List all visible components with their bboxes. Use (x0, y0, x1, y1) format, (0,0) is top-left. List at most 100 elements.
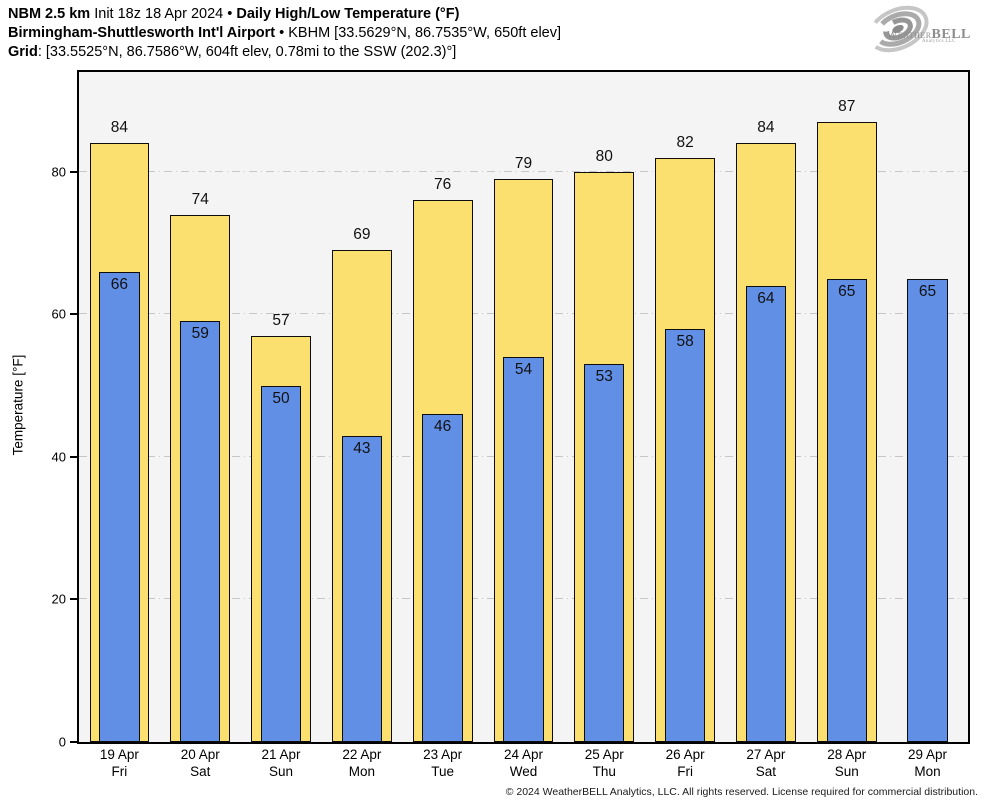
bar-group-23-apr: 76 46 (402, 72, 483, 742)
plot-area: 84 66 74 59 57 50 69 43 76 46 79 54 80 53 82 58 84 64 87 65… (52, 70, 970, 750)
logo-bell-text: BELL (931, 27, 971, 42)
x-label-day: Sun (269, 764, 294, 779)
low-value-label: 43 (353, 439, 371, 457)
high-value-label: 69 (353, 226, 371, 244)
high-value-label: 57 (272, 311, 290, 329)
low-value-label: 65 (838, 282, 856, 300)
low-value-label: 66 (110, 275, 129, 293)
x-label-26-apr: 26 Apr Fri (645, 746, 726, 780)
bar-group-26-apr: 82 58 (645, 72, 726, 742)
bar-group-25-apr: 80 53 (564, 72, 645, 742)
weatherbell-wordmark: WeatherBELL (887, 25, 971, 43)
low-value-label: 50 (272, 389, 290, 407)
x-label-day: Tue (431, 764, 455, 779)
x-label-28-apr: 28 Apr Sun (806, 746, 887, 780)
high-value-label: 82 (676, 133, 694, 151)
y-tick-label-20: 20 (51, 591, 66, 607)
x-label-25-apr: 25 Apr Thu (564, 746, 645, 780)
header-line-3: Grid: [33.5525°N, 86.7586°W, 604ft elev,… (8, 43, 561, 62)
low-bar: 46 (422, 414, 463, 742)
x-label-day: Thu (592, 764, 616, 779)
x-label-date: 21 Apr (261, 747, 301, 762)
x-label-29-apr: 29 Apr Mon (887, 746, 968, 780)
station-name: Birmingham-Shuttlesworth Int'l Airport (8, 25, 276, 41)
station-coords: • KBHM [33.5629°N, 86.7535°W, 650ft elev… (275, 25, 562, 41)
bar-group-28-apr: 87 65 (806, 72, 887, 742)
logo-weather-text: Weather (887, 29, 932, 41)
x-label-22-apr: 22 Apr Mon (321, 746, 402, 780)
high-value-label: 80 (595, 147, 613, 165)
logo-subtext: Analytics LLC (922, 39, 956, 44)
low-bar: 59 (180, 321, 221, 742)
low-bar: 65 (826, 278, 867, 742)
x-label-23-apr: 23 Apr Tue (402, 746, 483, 780)
bar-group-29-apr: 65 (887, 72, 968, 742)
y-tick-mark-80 (70, 170, 77, 173)
x-label-date: 19 Apr (99, 747, 139, 762)
y-tick-label-0: 0 (58, 734, 66, 750)
weatherbell-swirl-icon (867, 5, 929, 53)
high-value-label: 84 (110, 119, 129, 137)
chart-title: Daily High/Low Temperature (°F) (236, 6, 460, 22)
grid-coords: : [33.5525°N, 86.7586°W, 604ft elev, 0.7… (37, 44, 457, 60)
x-label-day: Mon (348, 764, 375, 779)
high-value-label: 87 (838, 97, 856, 115)
y-tick-mark-40 (70, 455, 77, 458)
bar-group-19-apr: 84 66 (79, 72, 160, 742)
x-label-21-apr: 21 Apr Sun (241, 746, 322, 780)
low-value-label: 54 (514, 361, 533, 379)
low-bar: 66 (99, 271, 140, 742)
x-label-day: Fri (677, 764, 693, 779)
low-bar: 58 (664, 328, 706, 742)
init-time: Init 18z 18 Apr 2024 • (90, 6, 237, 22)
chart-header: NBM 2.5 km Init 18z 18 Apr 2024 • Daily … (8, 5, 561, 62)
high-value-label: 79 (514, 154, 533, 172)
x-label-day: Sun (834, 764, 859, 779)
x-label-19-apr: 19 Apr Fri (79, 746, 160, 780)
x-label-date: 23 Apr (423, 747, 463, 762)
x-label-27-apr: 27 Apr Sat (726, 746, 807, 780)
weatherbell-logo: WeatherBELL Analytics LLC (864, 2, 978, 60)
low-bar: 50 (260, 385, 302, 742)
y-tick-label-40: 40 (51, 449, 66, 465)
low-value-label: 64 (757, 289, 775, 307)
high-value-label: 84 (757, 119, 775, 137)
bar-groups: 84 66 74 59 57 50 69 43 76 46 79 54 80 53 82 58 84 64 87 65… (79, 72, 968, 742)
y-tick-mark-60 (70, 313, 77, 316)
x-axis-labels: 19 Apr Fri 20 Apr Sat 21 Apr Sun 22 Apr Mon 23 A… (79, 746, 968, 780)
model-name: NBM 2.5 km (8, 6, 91, 22)
x-label-date: 27 Apr (746, 747, 786, 762)
x-label-date: 29 Apr (908, 747, 948, 762)
x-label-date: 22 Apr (342, 747, 382, 762)
x-label-date: 24 Apr (503, 747, 543, 762)
bar-group-27-apr: 84 64 (726, 72, 807, 742)
x-label-24-apr: 24 Apr Wed (483, 746, 564, 780)
bar-group-22-apr: 69 43 (321, 72, 402, 742)
bar-group-24-apr: 79 54 (483, 72, 564, 742)
high-value-label: 74 (191, 190, 209, 208)
copyright-footer: © 2024 WeatherBELL Analytics, LLC. All r… (505, 786, 978, 798)
y-tick-mark-20 (70, 598, 77, 601)
low-value-label: 46 (434, 418, 452, 436)
x-label-date: 20 Apr (180, 747, 220, 762)
low-bar: 64 (745, 285, 787, 742)
gridline-80 (79, 170, 968, 172)
x-label-day: Sat (190, 764, 211, 779)
x-label-day: Fri (111, 764, 128, 779)
y-tick-label-80: 80 (51, 164, 66, 180)
low-value-label: 65 (918, 282, 937, 300)
x-label-day: Sat (755, 764, 777, 779)
low-value-label: 59 (191, 325, 209, 343)
x-label-date: 25 Apr (584, 747, 624, 762)
low-bar: 43 (341, 435, 383, 742)
y-tick-label-60: 60 (51, 306, 66, 322)
x-label-date: 28 Apr (827, 747, 867, 762)
low-bar: 53 (584, 364, 625, 742)
low-bar: 54 (503, 357, 544, 742)
low-bar: 65 (907, 278, 948, 742)
bar-group-20-apr: 74 59 (160, 72, 241, 742)
y-axis-title: Temperature [°F] (10, 354, 26, 456)
x-label-20-apr: 20 Apr Sat (160, 746, 241, 780)
header-line-1: NBM 2.5 km Init 18z 18 Apr 2024 • Daily … (8, 5, 561, 24)
